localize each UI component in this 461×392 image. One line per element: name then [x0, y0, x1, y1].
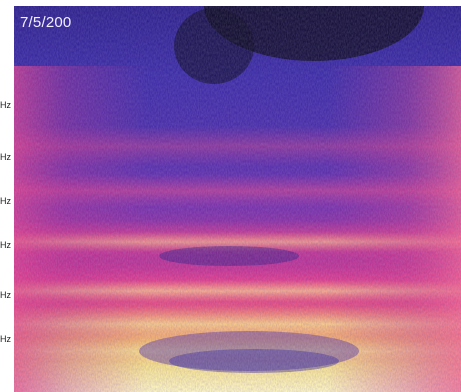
spectrogram-graphic [14, 6, 461, 392]
frequency-tick-label: Hz [0, 196, 11, 206]
frequency-tick-label: Hz [0, 240, 11, 250]
frequency-tick-label: Hz [0, 290, 11, 300]
frequency-tick-label: Hz [0, 100, 11, 110]
timestamp-label: 7/5/200 [20, 14, 72, 31]
spectrogram-image [14, 6, 461, 392]
frequency-tick-label: Hz [0, 334, 11, 344]
frequency-tick-label: Hz [0, 152, 11, 162]
